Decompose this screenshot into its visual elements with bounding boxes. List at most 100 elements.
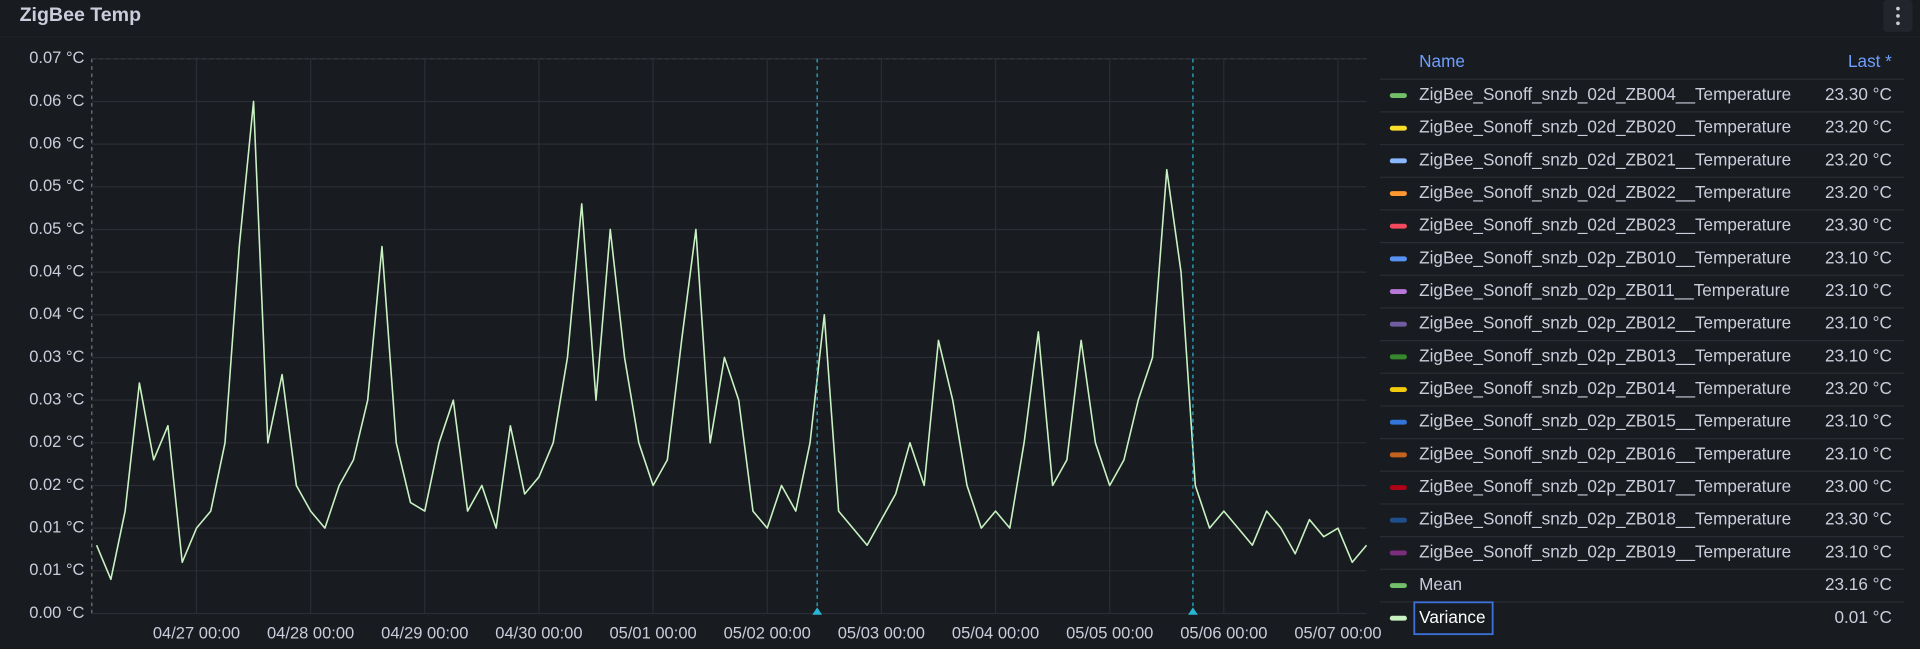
- y-tick-label: 0.03 °C: [29, 347, 84, 366]
- legend-name: Mean: [1419, 574, 1462, 594]
- legend-swatch: [1389, 419, 1407, 425]
- y-tick-label: 0.05 °C: [29, 219, 84, 238]
- legend-name: ZigBee_Sonoff_snzb_02p_ZB019__Temperatur…: [1419, 541, 1791, 561]
- legend-name: ZigBee_Sonoff_snzb_02d_ZB021__Temperatur…: [1419, 149, 1791, 169]
- legend-swatch: [1389, 550, 1407, 556]
- legend-name: ZigBee_Sonoff_snzb_02p_ZB012__Temperatur…: [1419, 313, 1791, 333]
- x-tick-label: 05/05 00:00: [1066, 624, 1153, 643]
- y-tick-label: 0.04 °C: [29, 261, 84, 280]
- legend-name: ZigBee_Sonoff_snzb_02d_ZB004__Temperatur…: [1419, 84, 1791, 104]
- x-tick-label: 05/06 00:00: [1180, 624, 1267, 643]
- x-tick-label: 04/30 00:00: [495, 624, 582, 643]
- legend-row[interactable]: ZigBee_Sonoff_snzb_02d_ZB023__Temperatur…: [1389, 215, 1892, 235]
- legend-last: 23.10 °C: [1825, 345, 1892, 365]
- x-tick-label: 05/03 00:00: [838, 624, 925, 643]
- legend-row[interactable]: ZigBee_Sonoff_snzb_02p_ZB013__Temperatur…: [1389, 345, 1892, 365]
- legend-name: ZigBee_Sonoff_snzb_02p_ZB014__Temperatur…: [1419, 378, 1791, 398]
- legend-name: ZigBee_Sonoff_snzb_02p_ZB018__Temperatur…: [1419, 509, 1791, 529]
- legend-swatch: [1389, 485, 1407, 491]
- x-tick-label: 04/28 00:00: [267, 624, 354, 643]
- legend-row[interactable]: ZigBee_Sonoff_snzb_02p_ZB015__Temperatur…: [1389, 411, 1892, 431]
- x-tick-label: 04/27 00:00: [153, 624, 240, 643]
- legend-last: 23.30 °C: [1825, 84, 1892, 104]
- legend-swatch: [1389, 387, 1407, 392]
- legend-last: 23.16 °C: [1825, 574, 1892, 594]
- y-tick-label: 0.01 °C: [29, 518, 84, 537]
- legend-header-name: Name: [1419, 51, 1465, 71]
- legend-name: ZigBee_Sonoff_snzb_02d_ZB020__Temperatur…: [1419, 117, 1791, 137]
- y-tick-label: 0.07 °C: [29, 48, 84, 67]
- legend-last: 23.10 °C: [1825, 313, 1892, 333]
- x-tick-label: 05/04 00:00: [952, 624, 1039, 643]
- legend-name: ZigBee_Sonoff_snzb_02d_ZB023__Temperatur…: [1419, 215, 1791, 235]
- legend-last: 23.10 °C: [1825, 247, 1892, 267]
- legend-name: ZigBee_Sonoff_snzb_02p_ZB016__Temperatur…: [1419, 443, 1791, 463]
- legend-swatch: [1389, 289, 1407, 294]
- annotation-marker: [1188, 607, 1198, 615]
- legend-last: 23.20 °C: [1825, 117, 1892, 137]
- legend-name: ZigBee_Sonoff_snzb_02p_ZB013__Temperatur…: [1419, 345, 1791, 365]
- legend-swatch: [1389, 158, 1407, 164]
- legend-swatch: [1389, 583, 1407, 589]
- legend-last: 23.20 °C: [1825, 378, 1892, 398]
- legend-row[interactable]: ZigBee_Sonoff_snzb_02p_ZB019__Temperatur…: [1389, 541, 1892, 561]
- y-tick-label: 0.02 °C: [29, 432, 84, 451]
- legend-row[interactable]: ZigBee_Sonoff_snzb_02p_ZB017__Temperatur…: [1389, 476, 1892, 496]
- legend-row[interactable]: Variance 0.01 °C: [1389, 601, 1892, 636]
- legend-swatch: [1389, 321, 1407, 327]
- legend-selected-box: [1413, 601, 1494, 636]
- legend-name: ZigBee_Sonoff_snzb_02p_ZB017__Temperatur…: [1419, 476, 1791, 496]
- legend-last: 23.10 °C: [1825, 541, 1892, 561]
- y-tick-label: 0.00 °C: [29, 603, 84, 622]
- legend-last: 23.30 °C: [1825, 215, 1892, 235]
- legend-name: ZigBee_Sonoff_snzb_02d_ZB022__Temperatur…: [1419, 182, 1791, 202]
- legend-last: 23.10 °C: [1825, 411, 1892, 431]
- y-tick-label: 0.04 °C: [29, 304, 84, 323]
- legend-swatch: [1389, 615, 1407, 621]
- legend-last: 23.20 °C: [1825, 182, 1892, 202]
- legend-swatch: [1389, 93, 1407, 98]
- legend-last: 23.20 °C: [1825, 149, 1892, 169]
- y-tick-label: 0.02 °C: [29, 475, 84, 494]
- legend-header-value: Last *: [1848, 51, 1892, 71]
- legend-row[interactable]: ZigBee_Sonoff_snzb_02d_ZB022__Temperatur…: [1389, 182, 1892, 202]
- legend-row[interactable]: ZigBee_Sonoff_snzb_02p_ZB018__Temperatur…: [1389, 509, 1892, 529]
- legend-row[interactable]: ZigBee_Sonoff_snzb_02p_ZB014__Temperatur…: [1389, 378, 1892, 398]
- legend-last: 23.30 °C: [1825, 509, 1892, 529]
- panel-title: ZigBee Temp: [20, 4, 142, 26]
- x-tick-label: 05/02 00:00: [724, 624, 811, 643]
- legend-swatch: [1389, 191, 1407, 196]
- legend-swatch: [1389, 517, 1407, 523]
- legend-swatch: [1389, 256, 1407, 262]
- series-line: [95, 100, 1368, 581]
- legend-name: ZigBee_Sonoff_snzb_02p_ZB011__Temperatur…: [1419, 280, 1790, 300]
- y-tick-label: 0.06 °C: [29, 133, 84, 152]
- y-tick-label: 0.01 °C: [29, 560, 84, 579]
- y-tick-label: 0.03 °C: [29, 389, 84, 408]
- legend-last: 23.10 °C: [1825, 280, 1892, 300]
- legend-name: Variance: [1419, 607, 1485, 627]
- x-tick-label: 05/07 00:00: [1294, 624, 1381, 643]
- legend-row[interactable]: Mean 23.16 °C: [1389, 574, 1892, 594]
- legend-name: ZigBee_Sonoff_snzb_02p_ZB010__Temperatur…: [1419, 247, 1791, 267]
- legend-row[interactable]: ZigBee_Sonoff_snzb_02p_ZB012__Temperatur…: [1389, 313, 1892, 333]
- y-tick-label: 0.06 °C: [29, 91, 84, 110]
- legend-row[interactable]: ZigBee_Sonoff_snzb_02d_ZB021__Temperatur…: [1389, 149, 1892, 169]
- legend-row[interactable]: ZigBee_Sonoff_snzb_02p_ZB010__Temperatur…: [1389, 247, 1892, 267]
- legend-last: 23.10 °C: [1825, 443, 1892, 463]
- legend-row[interactable]: ZigBee_Sonoff_snzb_02d_ZB020__Temperatur…: [1389, 117, 1892, 137]
- legend-row[interactable]: ZigBee_Sonoff_snzb_02p_ZB011__Temperatur…: [1389, 280, 1892, 300]
- legend-last: 23.00 °C: [1825, 476, 1892, 496]
- x-tick-label: 04/29 00:00: [381, 624, 468, 643]
- panel-menu[interactable]: [1883, 0, 1913, 32]
- legend-row[interactable]: ZigBee_Sonoff_snzb_02d_ZB004__Temperatur…: [1389, 84, 1892, 104]
- legend-swatch: [1389, 354, 1407, 360]
- legend-swatch: [1389, 452, 1407, 458]
- legend-row[interactable]: ZigBee_Sonoff_snzb_02p_ZB016__Temperatur…: [1389, 443, 1892, 463]
- legend-last: 0.01 °C: [1835, 607, 1892, 627]
- legend-name: ZigBee_Sonoff_snzb_02p_ZB015__Temperatur…: [1419, 411, 1791, 431]
- y-tick-label: 0.05 °C: [29, 176, 84, 195]
